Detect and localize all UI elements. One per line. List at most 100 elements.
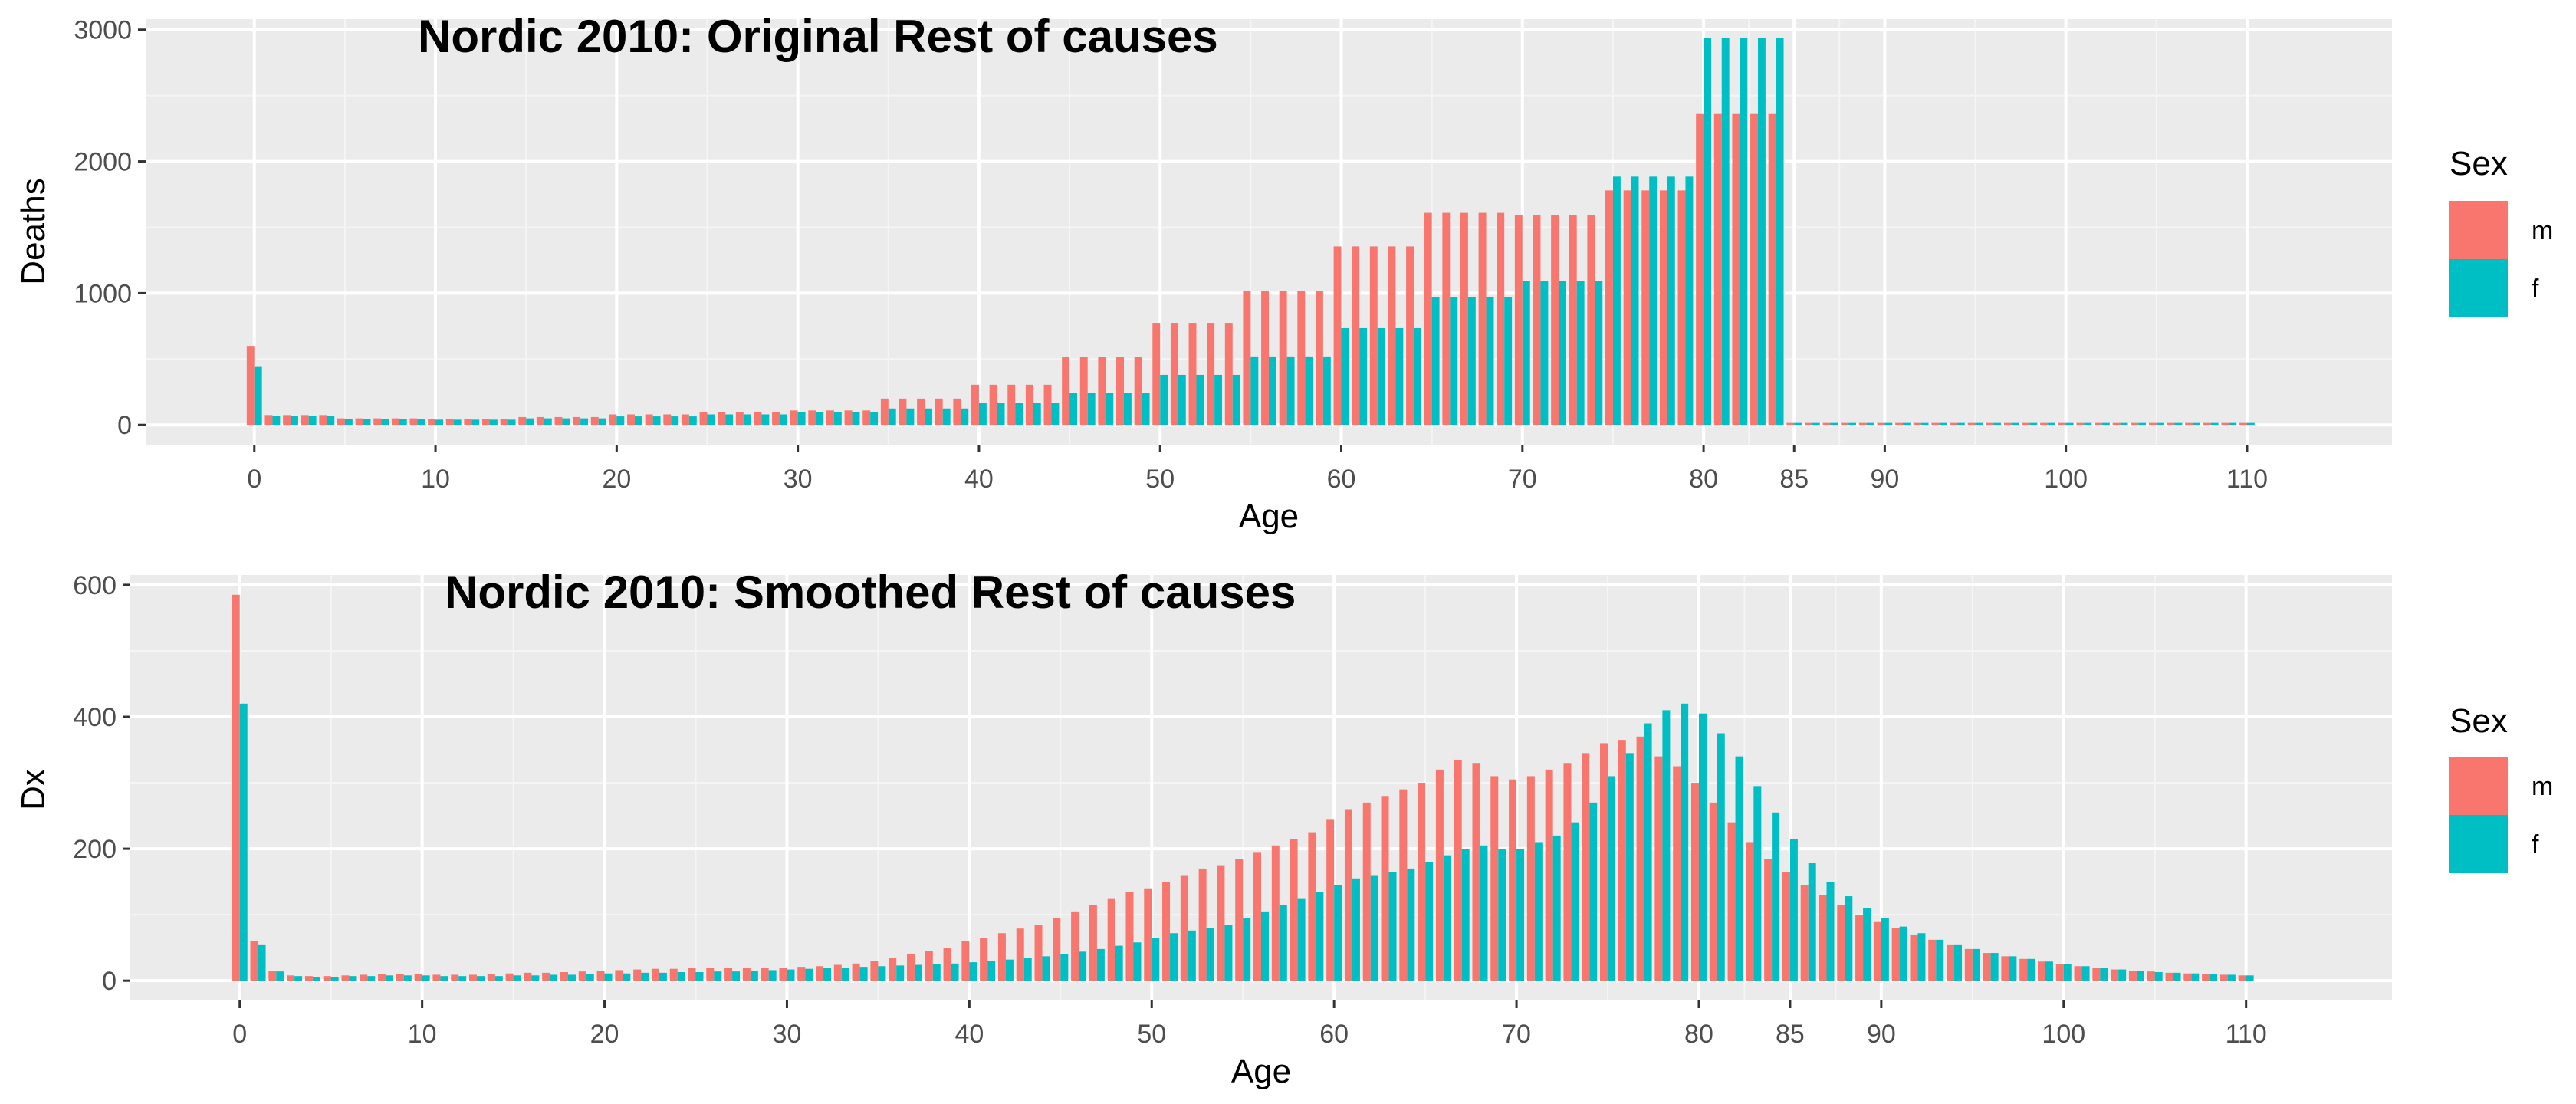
bar-m-age-46 bbox=[1071, 911, 1079, 981]
x-tick-label: 50 bbox=[1137, 1020, 1166, 1049]
bar-m-age-45 bbox=[1062, 356, 1070, 426]
bar-f-age-18 bbox=[580, 418, 589, 426]
bar-f-age-76 bbox=[1631, 176, 1639, 426]
bar-m-age-23 bbox=[663, 414, 672, 426]
bar-f-age-51 bbox=[1170, 933, 1178, 981]
bar-m-age-34 bbox=[863, 410, 871, 426]
bar-f-age-92 bbox=[1917, 933, 1926, 981]
bar-f-age-5 bbox=[344, 419, 353, 426]
bar-m-age-76 bbox=[1623, 190, 1631, 426]
bar-m-age-105 bbox=[2147, 971, 2155, 981]
x-tick-label: 0 bbox=[247, 465, 261, 494]
bar-m-age-25 bbox=[699, 412, 708, 426]
bar-m-age-81 bbox=[1709, 802, 1717, 981]
bar-f-age-107 bbox=[2191, 973, 2200, 981]
bar-f-age-76 bbox=[1625, 753, 1634, 981]
bar-f-age-3 bbox=[294, 976, 303, 981]
bar-f-age-85 bbox=[1789, 839, 1798, 981]
bar-f-age-40 bbox=[978, 402, 987, 426]
bar-f-age-61 bbox=[1359, 327, 1368, 426]
bar-m-age-13 bbox=[482, 419, 490, 426]
bar-m-age-66 bbox=[1435, 769, 1444, 981]
bar-m-age-65 bbox=[1418, 783, 1426, 981]
y-tick-label: 2000 bbox=[74, 148, 132, 177]
bar-f-age-13 bbox=[489, 419, 498, 426]
bar-f-age-21 bbox=[623, 973, 631, 981]
bar-f-age-21 bbox=[634, 416, 642, 426]
bar-f-age-75 bbox=[1608, 776, 1616, 981]
legend-key-f bbox=[2450, 259, 2508, 317]
bar-f-age-35 bbox=[888, 408, 896, 426]
x-axis-label: Age bbox=[1231, 1053, 1291, 1090]
bar-m-age-33 bbox=[833, 964, 842, 981]
bar-m-age-57 bbox=[1271, 845, 1280, 981]
y-axis-label: Deaths bbox=[15, 178, 52, 284]
bar-m-age-44 bbox=[1043, 384, 1052, 426]
bar-f-age-103 bbox=[2120, 422, 2128, 426]
bar-m-age-64 bbox=[1406, 246, 1414, 426]
bar-m-age-68 bbox=[1478, 212, 1487, 426]
bar-f-age-11 bbox=[453, 419, 462, 426]
bar-f-age-42 bbox=[1005, 959, 1014, 981]
bar-f-age-58 bbox=[1305, 356, 1313, 426]
bar-m-age-19 bbox=[590, 416, 599, 426]
bar-m-age-77 bbox=[1641, 190, 1650, 426]
legend: Sex m f bbox=[2450, 145, 2553, 317]
bar-f-age-1 bbox=[272, 416, 281, 426]
chart-panel-smoothed: 0 200 400 600 0 10 20 30 40 50 60 70 80 85 90 100 110 N… bbox=[15, 567, 2553, 1090]
bar-m-age-4 bbox=[304, 976, 313, 981]
bar-m-age-94 bbox=[1949, 422, 1957, 426]
bar-m-age-7 bbox=[360, 974, 368, 981]
bar-f-age-16 bbox=[531, 975, 540, 981]
bar-m-age-71 bbox=[1526, 776, 1535, 981]
bar-f-age-93 bbox=[1939, 422, 1947, 426]
bar-f-age-104 bbox=[2138, 422, 2147, 426]
bar-f-age-56 bbox=[1269, 356, 1276, 426]
y-tick-labels: 0 1000 2000 3000 bbox=[74, 16, 146, 440]
chart-panel-original: 0 1000 2000 3000 0 10 20 30 40 50 60 70 80 85 90 100 11… bbox=[15, 11, 2553, 535]
bar-m-age-5 bbox=[323, 976, 331, 981]
bar-f-age-66 bbox=[1450, 297, 1458, 426]
bar-m-age-73 bbox=[1563, 763, 1572, 981]
bar-m-age-10 bbox=[414, 974, 422, 981]
bar-m-age-103 bbox=[2112, 422, 2121, 426]
bar-m-age-50 bbox=[1152, 323, 1161, 426]
bar-f-age-27 bbox=[743, 414, 751, 426]
bar-f-age-90 bbox=[1884, 422, 1893, 426]
bar-f-age-14 bbox=[508, 419, 516, 426]
bar-f-age-105 bbox=[2156, 422, 2164, 426]
bar-f-age-97 bbox=[2009, 956, 2017, 981]
bar-f-age-4 bbox=[312, 977, 320, 981]
bar-m-age-102 bbox=[2092, 968, 2101, 981]
bar-f-age-17 bbox=[550, 974, 558, 981]
bar-m-age-47 bbox=[1089, 905, 1097, 981]
bar-f-age-99 bbox=[2045, 961, 2053, 981]
bar-f-age-90 bbox=[1881, 918, 1889, 981]
bar-m-age-69 bbox=[1490, 776, 1499, 981]
bar-m-age-87 bbox=[1822, 422, 1831, 426]
bar-m-age-21 bbox=[627, 414, 635, 426]
bar-f-age-9 bbox=[417, 419, 426, 426]
bar-m-age-20 bbox=[609, 414, 617, 426]
bar-f-age-52 bbox=[1188, 930, 1196, 981]
bar-f-age-48 bbox=[1123, 393, 1132, 426]
bar-m-age-83 bbox=[1746, 842, 1754, 981]
bar-f-age-94 bbox=[1954, 944, 1963, 981]
bar-m-age-101 bbox=[2074, 966, 2082, 981]
x-tick-label: 40 bbox=[955, 1020, 984, 1049]
bar-f-age-16 bbox=[544, 418, 552, 426]
bar-m-age-69 bbox=[1497, 212, 1505, 426]
bar-m-age-32 bbox=[816, 966, 824, 981]
bar-m-age-98 bbox=[2022, 422, 2030, 426]
bar-f-age-8 bbox=[386, 975, 394, 981]
bar-m-age-55 bbox=[1235, 859, 1244, 981]
bar-m-age-56 bbox=[1261, 291, 1269, 426]
bar-m-age-34 bbox=[852, 963, 860, 981]
bar-m-age-21 bbox=[615, 970, 623, 981]
bar-f-age-15 bbox=[526, 418, 534, 426]
bar-f-age-37 bbox=[925, 408, 932, 426]
bar-f-age-53 bbox=[1206, 928, 1214, 981]
bar-f-age-108 bbox=[2210, 974, 2218, 981]
bar-f-age-103 bbox=[2118, 969, 2127, 981]
